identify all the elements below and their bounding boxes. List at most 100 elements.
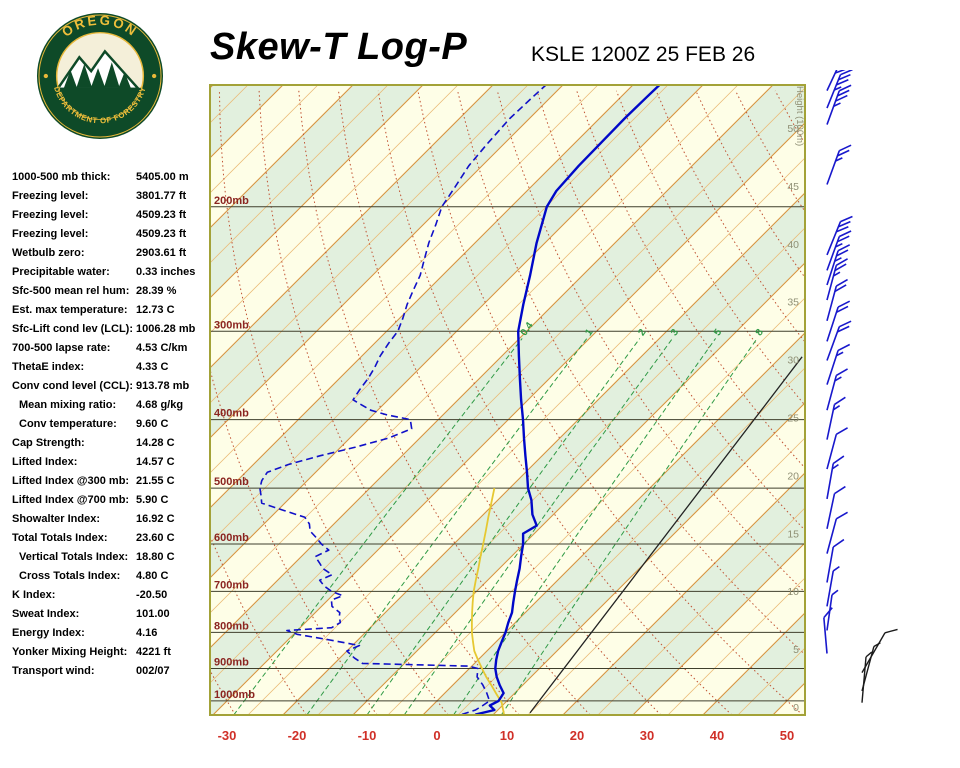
wind-barb-tick — [838, 73, 851, 81]
wind-barb-tick — [838, 320, 852, 328]
temp-band — [210, 85, 805, 715]
dry-adiabat — [576, 90, 805, 469]
index-label: Yonker Mixing Height: — [12, 645, 128, 658]
isotherm — [210, 85, 599, 474]
index-row: Est. max temperature: 12.73 C — [12, 300, 212, 319]
index-value: 101.00 — [136, 607, 170, 620]
wind-barb-halftick — [834, 257, 842, 262]
index-label: Conv cond level (CCL): — [12, 379, 134, 392]
skewt-chart: 0.4 1 2 3 5 8200mb300mb400mb500mb600mb700mb80… — [209, 70, 960, 743]
index-row: Lifted Index @700 mb: 5.90 C — [12, 490, 212, 509]
wind-barb-staff — [826, 250, 839, 286]
temp-axis-label: 20 — [570, 728, 584, 743]
wind-barb-halftick — [833, 102, 841, 107]
index-label: Freezing level: — [12, 208, 89, 221]
index-row: Yonker Mixing Height: 4221 ft — [12, 642, 212, 661]
wind-barb-tick — [835, 427, 848, 436]
mixing-ratio-line — [233, 338, 523, 715]
index-row: Freezing level: 4509.23 ft — [12, 205, 212, 224]
page-title: Skew-T Log-P — [210, 26, 468, 68]
height-axis-label: 0 — [793, 702, 799, 714]
wind-barb-staff — [826, 70, 838, 91]
wind-barb-halftick — [865, 651, 873, 658]
mixing-ratio-label: 8 — [754, 327, 766, 338]
index-value: 4.53 C/km — [136, 341, 188, 354]
wind-barb-staff — [826, 306, 839, 342]
wind-barb-staff — [826, 236, 841, 271]
index-row: Conv temperature: 9.60 C — [12, 414, 212, 433]
wind-barb-staff — [826, 150, 841, 185]
index-row: Sweat Index: 101.00 — [12, 604, 212, 623]
index-value: 4.16 — [136, 626, 158, 639]
isotherm — [317, 227, 805, 715]
height-diagonal-line — [529, 356, 803, 714]
index-value: 913.78 mb — [136, 379, 190, 392]
dry-adiabat — [496, 90, 805, 594]
height-axis-label: 40 — [787, 239, 799, 251]
plot-area — [210, 85, 960, 715]
isotherm — [457, 367, 805, 715]
temp-axis-label: -10 — [358, 728, 377, 743]
height-axis-label: 15 — [787, 528, 799, 540]
height-axis-label: 45 — [787, 181, 799, 193]
isotherm — [210, 85, 354, 229]
index-value: 2903.61 ft — [136, 246, 187, 259]
parcel-trace — [470, 487, 505, 715]
index-label: Lifted Index @700 mb: — [12, 493, 130, 506]
isotherm — [527, 437, 805, 715]
pressure-label: 200mb — [214, 195, 249, 207]
wind-barb-staff — [826, 463, 835, 500]
wind-barb-halftick — [831, 589, 839, 596]
index-label: 1000-500 mb thick: — [12, 170, 111, 183]
index-value: 4.68 g/kg — [136, 398, 184, 411]
index-value: 9.60 C — [136, 417, 169, 430]
wind-barb-staff — [826, 404, 836, 440]
wind-barb-staff — [826, 434, 838, 470]
isotherm — [210, 85, 774, 649]
wind-barb-tick — [838, 230, 852, 238]
chart-border — [209, 84, 806, 716]
index-label: ThetaE index: — [12, 360, 85, 373]
wind-barb-tick — [837, 244, 851, 252]
pressure-label: 700mb — [214, 579, 249, 591]
wind-barb-staff — [826, 265, 838, 301]
wind-barb-tick — [832, 455, 845, 465]
temp-axis-label: 30 — [640, 728, 654, 743]
index-label: Cap Strength: — [12, 436, 85, 449]
wind-barb-tick — [835, 278, 848, 287]
wind-barb-tick — [837, 89, 850, 97]
index-label: Sfc-Lift cond lev (LCL): — [12, 322, 133, 335]
pressure-label: 300mb — [214, 319, 249, 331]
isotherm — [210, 85, 529, 404]
pressure-label: 600mb — [214, 532, 249, 544]
wind-barb-staff — [826, 90, 841, 125]
index-value: 16.92 C — [136, 512, 175, 525]
wind-barb-staff — [826, 221, 842, 256]
index-label: Cross Totals Index: — [19, 569, 121, 582]
wind-barb-halftick — [873, 642, 881, 648]
index-value: 5405.00 m — [136, 170, 189, 183]
dewpoint-trace — [259, 85, 548, 715]
wind-barb-halftick — [831, 463, 839, 470]
isotherm — [210, 85, 739, 614]
index-value: 21.55 C — [136, 474, 175, 487]
wind-barb-tick — [836, 249, 849, 257]
isotherm — [282, 192, 805, 715]
wind-barb-staff — [823, 617, 828, 654]
wind-barb-tick — [837, 149, 850, 157]
isotherm — [492, 402, 805, 715]
station-datetime: KSLE 1200Z 25 FEB 26 — [531, 43, 756, 66]
height-axis-label: 10 — [787, 586, 799, 598]
pressure-label: 400mb — [214, 408, 249, 420]
index-label: Est. max temperature: — [12, 303, 128, 316]
isotherm — [210, 85, 634, 509]
temp-axis-label: 10 — [500, 728, 514, 743]
dry-adiabat — [218, 90, 449, 715]
isotherm — [247, 157, 805, 715]
index-label: Showalter Index: — [12, 512, 101, 525]
index-row: Precipitable water: 0.33 inches — [12, 262, 212, 281]
wind-barb-halftick — [833, 271, 841, 277]
odf-logo: OREGON DEPARTMENT OF FORESTRY — [36, 12, 164, 140]
index-row: Wetbulb zero: 2903.61 ft — [12, 243, 212, 262]
dry-adiabat — [855, 91, 960, 715]
